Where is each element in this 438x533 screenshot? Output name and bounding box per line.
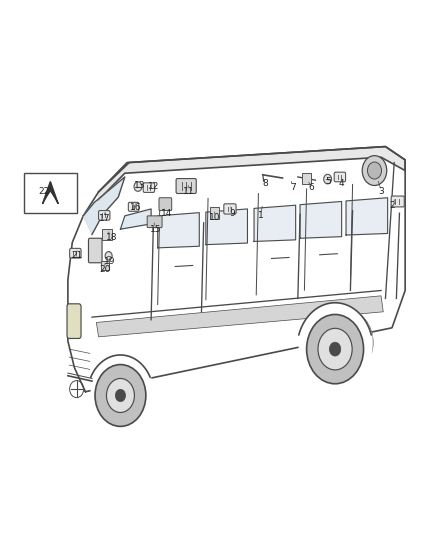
FancyBboxPatch shape [67, 304, 81, 338]
Text: 5: 5 [325, 177, 332, 185]
Circle shape [318, 328, 352, 370]
Circle shape [134, 182, 142, 191]
Polygon shape [99, 147, 405, 200]
Text: 21: 21 [71, 252, 82, 260]
FancyBboxPatch shape [334, 172, 346, 182]
Circle shape [115, 389, 126, 402]
Text: 17: 17 [99, 214, 111, 223]
Polygon shape [120, 209, 151, 229]
FancyBboxPatch shape [224, 204, 236, 214]
Circle shape [105, 252, 112, 260]
Text: 10: 10 [209, 213, 220, 222]
Text: 9: 9 [229, 209, 235, 217]
Text: 18: 18 [106, 233, 117, 241]
Circle shape [367, 162, 381, 179]
Text: 7: 7 [290, 183, 297, 192]
Text: 3: 3 [378, 188, 384, 196]
Text: 13: 13 [134, 181, 146, 190]
FancyBboxPatch shape [143, 183, 155, 192]
Polygon shape [158, 213, 199, 248]
Text: 2: 2 [389, 201, 395, 209]
Polygon shape [300, 201, 342, 238]
Text: 6: 6 [308, 183, 314, 192]
Polygon shape [206, 209, 247, 245]
Text: 11: 11 [183, 188, 194, 196]
Text: 15: 15 [150, 225, 161, 233]
Circle shape [95, 365, 146, 426]
FancyBboxPatch shape [302, 173, 311, 184]
Polygon shape [96, 296, 383, 337]
Text: 8: 8 [262, 180, 268, 188]
Text: 14: 14 [161, 209, 172, 217]
FancyBboxPatch shape [70, 248, 81, 258]
FancyBboxPatch shape [176, 179, 196, 193]
FancyBboxPatch shape [101, 261, 109, 270]
Circle shape [324, 174, 332, 184]
FancyBboxPatch shape [147, 216, 162, 228]
Polygon shape [83, 177, 125, 235]
FancyBboxPatch shape [159, 198, 172, 211]
Circle shape [329, 342, 341, 356]
FancyBboxPatch shape [210, 207, 219, 219]
Polygon shape [42, 181, 58, 204]
Text: 20: 20 [99, 265, 111, 273]
Text: 4: 4 [339, 180, 344, 188]
FancyBboxPatch shape [88, 238, 102, 263]
FancyBboxPatch shape [102, 229, 112, 240]
Polygon shape [346, 198, 388, 235]
FancyBboxPatch shape [391, 196, 404, 207]
Circle shape [362, 156, 387, 185]
FancyBboxPatch shape [128, 203, 139, 211]
Text: 12: 12 [148, 182, 159, 191]
Text: 1: 1 [258, 212, 264, 220]
Text: 16: 16 [130, 204, 141, 212]
Text: 19: 19 [104, 257, 115, 265]
Circle shape [307, 314, 364, 384]
Bar [24, 173, 77, 213]
Circle shape [106, 378, 134, 413]
Text: 22: 22 [38, 188, 49, 196]
Polygon shape [254, 205, 296, 241]
FancyBboxPatch shape [99, 211, 110, 220]
